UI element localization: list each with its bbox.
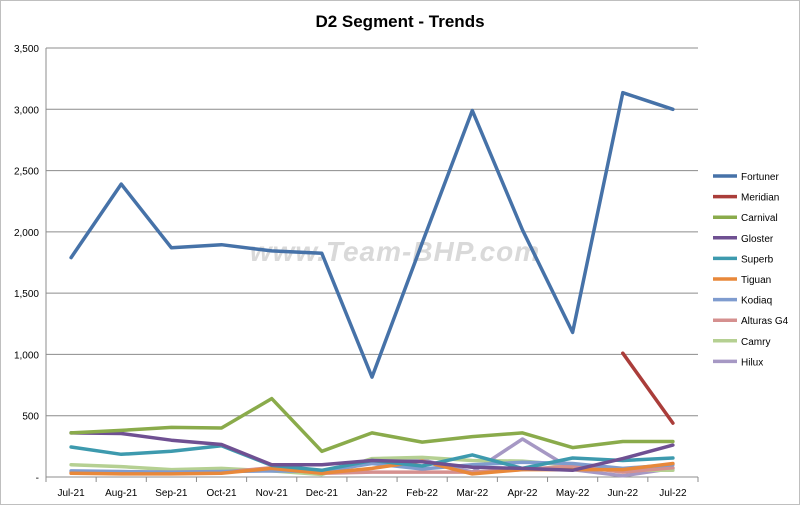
- series-line-fortuner: [69, 90, 675, 379]
- y-tick-label: 1,000: [14, 350, 39, 361]
- x-tick-label: Sep-21: [155, 488, 188, 499]
- legend-label-meridian: Meridian: [741, 193, 779, 204]
- x-tick-label: Jan-22: [357, 488, 388, 499]
- series-line-kodiaq: [69, 460, 675, 474]
- x-tick-label: Oct-21: [207, 488, 237, 499]
- x-tick-label: Feb-22: [406, 488, 438, 499]
- y-tick-label: 3,000: [14, 105, 39, 116]
- x-tick-label: Dec-21: [306, 488, 339, 499]
- x-tick-label: Aug-21: [105, 488, 138, 499]
- y-tick-label: -: [36, 473, 39, 484]
- x-tick-label: Nov-21: [256, 488, 289, 499]
- legend-label-hilux: Hilux: [741, 357, 763, 368]
- x-tick-label: Jun-22: [607, 488, 638, 499]
- x-tick-label: May-22: [556, 488, 590, 499]
- series-line-gloster: [69, 431, 675, 473]
- y-tick-label: 2,000: [14, 228, 39, 239]
- x-tick-label: Jul-22: [659, 488, 687, 499]
- y-tick-label: 2,500: [14, 167, 39, 178]
- legend-label-gloster: Gloster: [741, 234, 774, 245]
- legend-label-camry: Camry: [741, 337, 770, 348]
- legend-label-alturas-g4: Alturas G4: [741, 316, 789, 327]
- y-tick-label: 500: [22, 412, 39, 423]
- x-tick-label: Apr-22: [507, 488, 537, 499]
- y-tick-label: 1,500: [14, 289, 39, 300]
- series-line-carnival: [69, 396, 675, 454]
- legend-label-tiguan: Tiguan: [741, 275, 771, 286]
- x-tick-label: Jul-21: [57, 488, 85, 499]
- chart-title: D2 Segment - Trends: [315, 12, 485, 31]
- y-tick-label: 3,500: [14, 44, 39, 55]
- legend-label-superb: Superb: [741, 254, 774, 265]
- legend-label-fortuner: Fortuner: [741, 172, 779, 183]
- legend-label-kodiaq: Kodiaq: [741, 296, 772, 307]
- x-tick-label: Mar-22: [456, 488, 488, 499]
- series-line-meridian: [621, 351, 675, 425]
- legend-label-carnival: Carnival: [741, 213, 778, 224]
